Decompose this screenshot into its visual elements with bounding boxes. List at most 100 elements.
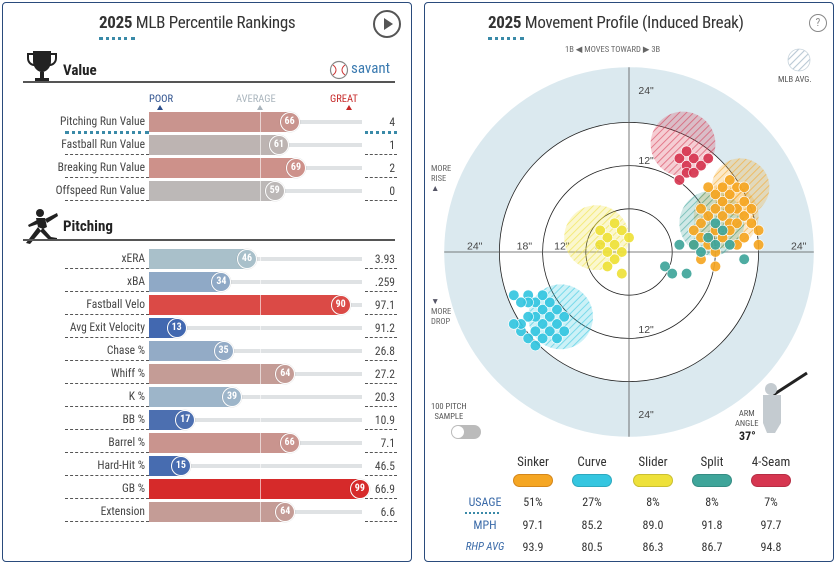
percentile-badge: 69 — [285, 158, 306, 178]
row-divider-left — [65, 498, 149, 499]
metric-value: 91.2 — [374, 321, 395, 335]
pitch-usage: 51% — [523, 495, 543, 509]
pitching-row[interactable]: xERA 46 3.93 — [3, 249, 413, 269]
row-divider-left — [65, 452, 149, 453]
pitch-point — [551, 304, 563, 316]
pitch-toggle[interactable] — [513, 474, 553, 487]
pitch-point — [601, 232, 613, 244]
pitch-point — [738, 253, 750, 265]
pitch-point — [709, 217, 722, 229]
metric-label: Extension — [100, 504, 145, 518]
savant-label: savant — [351, 59, 391, 77]
metric-value: 2 — [389, 161, 395, 175]
row-divider-right — [365, 154, 397, 155]
row-divider-right — [365, 452, 397, 453]
pitch-point — [536, 318, 549, 330]
toggle-knob — [452, 426, 464, 438]
value-row[interactable]: Pitching Run Value 66 4 — [3, 112, 413, 134]
more-rise-label: MORE RISE ▲ — [431, 164, 452, 194]
row-divider-right — [365, 406, 397, 407]
pitching-row[interactable]: xBA 34 .259 — [3, 272, 413, 292]
metric-label: Fastball Run Value — [61, 137, 145, 151]
metric-label: Chase % — [106, 343, 145, 357]
percentile-badge: 59 — [264, 181, 285, 201]
pitching-row[interactable]: Hard-Hit % 15 46.5 — [3, 456, 413, 476]
metric-value: 6.6 — [380, 505, 395, 519]
pitcher-icon — [26, 209, 58, 244]
scale-average: AVERAGE — [236, 92, 276, 105]
ring-label: 24" — [467, 241, 483, 253]
pitch-rhp: 93.9 — [522, 540, 544, 554]
pitch-point — [709, 260, 722, 272]
pitch-point — [522, 311, 534, 323]
pitching-row[interactable]: Whiff % 64 27.2 — [3, 364, 413, 384]
percentile-track — [149, 349, 362, 353]
pitch-point — [688, 167, 700, 179]
percentile-rankings-panel: 2025 MLB Percentile Rankings Value savan… — [2, 2, 412, 562]
percentile-badge: 13 — [166, 318, 187, 338]
percentile-badge: 64 — [275, 502, 296, 522]
average-line — [260, 341, 261, 361]
pitch-mph: 89.0 — [642, 518, 664, 532]
pitch-point — [666, 268, 678, 280]
pitch-toggle[interactable] — [692, 474, 732, 487]
pitch-point — [695, 203, 707, 215]
percentile-bar — [149, 181, 275, 201]
scale-great: GREAT — [330, 92, 358, 105]
percentile-bar — [149, 502, 286, 522]
row-divider-left — [65, 268, 149, 269]
pitching-row[interactable]: Barrel % 66 7.1 — [3, 433, 413, 453]
row-divider-right — [365, 475, 397, 476]
value-row[interactable]: Fastball Run Value 61 1 — [3, 135, 413, 155]
pitch-point — [673, 174, 685, 186]
metric-label: Breaking Run Value — [57, 160, 145, 174]
pitch-toggle[interactable] — [751, 474, 791, 487]
play-button[interactable] — [373, 10, 401, 38]
trophy-icon — [27, 51, 57, 83]
pitching-row[interactable]: Chase % 35 26.8 — [3, 341, 413, 361]
pitch-point — [738, 181, 750, 193]
pitching-row[interactable]: Extension 64 6.6 — [3, 502, 413, 522]
pitching-row[interactable]: GB % 99 66.9 — [3, 479, 413, 499]
pitch-point — [731, 217, 743, 229]
average-line — [260, 479, 261, 499]
percentile-bar — [149, 433, 290, 453]
pitch-point — [609, 239, 621, 251]
average-line — [260, 112, 261, 132]
value-row[interactable]: Offspeed Run Value 59 0 — [3, 181, 413, 201]
help-button[interactable]: ? — [809, 14, 827, 32]
sample-toggle-label: 100 PITCH SAMPLE — [431, 402, 467, 422]
mlb-avg-label: MLB AVG. — [778, 75, 812, 85]
average-line — [260, 295, 261, 315]
pitch-point — [745, 217, 758, 229]
percentile-bar — [149, 272, 222, 292]
metric-value: 97.1 — [374, 298, 395, 312]
savant-logo[interactable]: savant — [329, 59, 399, 81]
pitch-toggle[interactable] — [572, 474, 612, 487]
pitching-row[interactable]: Avg Exit Velocity 13 91.2 — [3, 318, 413, 338]
value-row[interactable]: Breaking Run Value 69 2 — [3, 158, 413, 178]
pitch-point — [558, 311, 570, 323]
mlb-avg-swatch — [787, 48, 811, 72]
row-divider-left — [65, 200, 149, 201]
pitch-point — [688, 152, 700, 164]
metric-label: K % — [128, 389, 145, 403]
average-line — [260, 456, 261, 476]
pitch-point — [695, 217, 707, 229]
pitching-row[interactable]: BB % 17 10.9 — [3, 410, 413, 430]
pitch-point — [717, 224, 729, 236]
pitch-point — [616, 246, 628, 258]
pitching-row[interactable]: K % 39 20.3 — [3, 387, 413, 407]
pitch-toggle[interactable] — [633, 474, 673, 487]
pitching-row[interactable]: Fastball Velo 90 97.1 — [3, 295, 413, 315]
ring-label: 18" — [517, 241, 533, 253]
pitch-point — [695, 159, 707, 172]
pitch-point — [709, 239, 722, 251]
pitch-point — [702, 152, 714, 164]
row-divider-left — [65, 154, 149, 155]
sample-toggle[interactable] — [451, 425, 481, 439]
row-divider-right — [365, 291, 397, 292]
pitch-point — [709, 203, 722, 215]
metric-label: xERA — [121, 251, 146, 265]
pitch-rhp: 86.7 — [701, 540, 723, 554]
